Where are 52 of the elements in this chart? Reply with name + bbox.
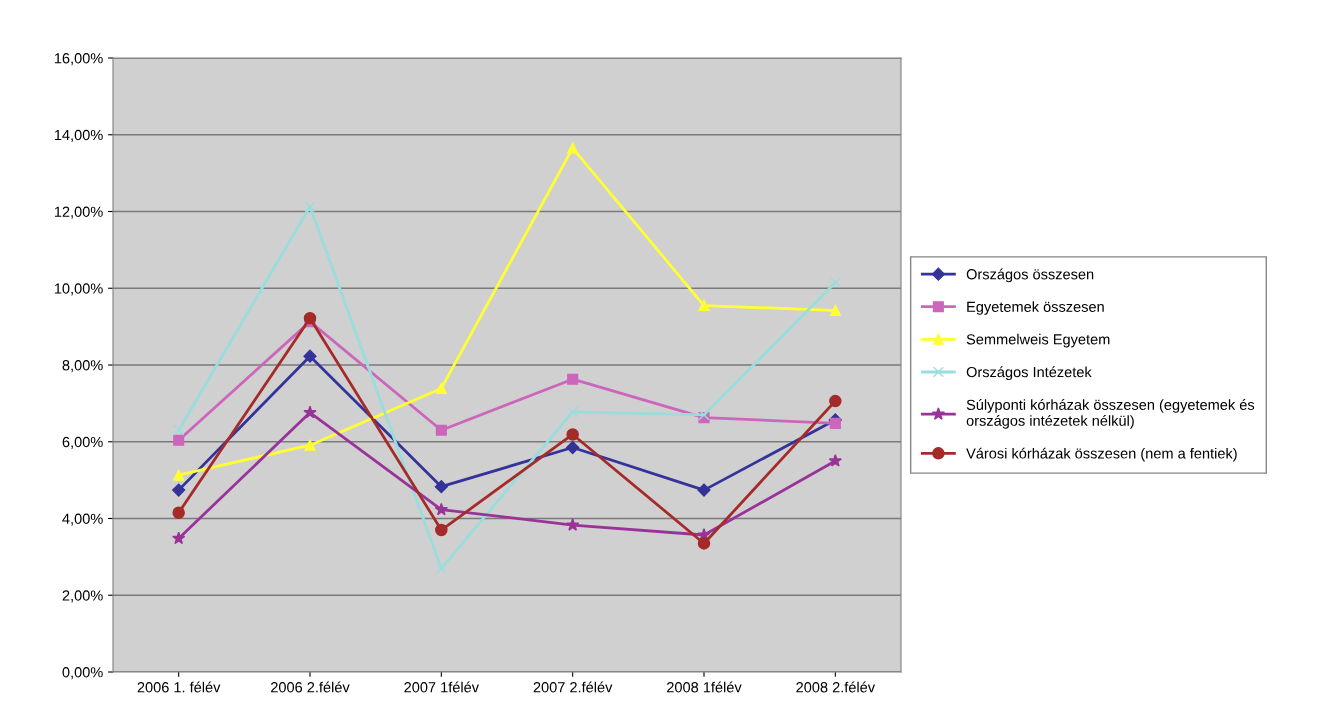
point <box>828 453 842 467</box>
legend-label: Városi kórházak összesen (nem a fentiek) <box>966 447 1237 462</box>
legend-label: Országos Intézetek <box>966 366 1092 381</box>
point <box>566 518 580 531</box>
point <box>434 480 448 494</box>
point <box>697 537 711 550</box>
y-tick-label: 6,00% <box>62 436 103 449</box>
point <box>698 299 710 312</box>
point <box>172 506 185 519</box>
legend-label: Egyetemek összesen <box>967 301 1104 315</box>
x-tick-label: 2006 1. félév <box>137 681 221 693</box>
legend-label: Súlyponti kórházak összesen (egyetemek és országos intézetek nélkül) <box>966 399 1255 429</box>
point <box>566 428 579 441</box>
x-tick-label: 2007 1félév <box>404 681 479 693</box>
y-tick-label: 4,00% <box>62 513 103 526</box>
x-tick-label: 2007 2.félév <box>533 681 613 693</box>
point <box>435 424 447 436</box>
y-tick-label: 12,00% <box>54 206 103 219</box>
point <box>829 417 841 429</box>
point <box>829 304 841 317</box>
point <box>172 483 186 497</box>
x-tick-label: 2008 2.félév <box>796 681 876 693</box>
point <box>567 406 579 418</box>
point <box>304 439 316 451</box>
y-tick-label: 14,00% <box>54 129 103 142</box>
point <box>435 562 447 574</box>
point <box>435 382 447 394</box>
point <box>303 311 317 325</box>
point <box>434 502 448 516</box>
y-tick-label: 10,00% <box>54 283 103 296</box>
y-tick-label: 0,00% <box>62 667 103 680</box>
point <box>566 440 580 455</box>
point <box>304 200 316 213</box>
point <box>697 483 711 497</box>
point <box>173 469 185 481</box>
point <box>435 523 448 537</box>
y-tick-label: 2,00% <box>62 590 103 603</box>
point <box>303 405 317 419</box>
x-tick-label: 2008 1félév <box>667 681 742 693</box>
legend-label: Országos összesen <box>966 268 1094 283</box>
point <box>829 394 842 408</box>
legend-label: Semmelweis Egyetem <box>966 333 1110 348</box>
point <box>173 434 185 446</box>
point <box>172 531 186 545</box>
y-tick-label: 8,00% <box>62 360 103 373</box>
point <box>567 142 579 154</box>
point <box>829 276 841 289</box>
x-tick-label: 2006 2.félév <box>271 681 350 693</box>
point <box>567 373 579 385</box>
point <box>173 424 185 436</box>
point <box>303 349 317 363</box>
y-tick-label: 16,00% <box>54 53 103 66</box>
